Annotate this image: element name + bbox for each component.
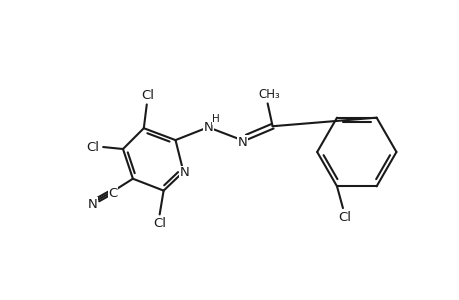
Text: CH₃: CH₃ — [258, 88, 280, 101]
Text: Cl: Cl — [141, 89, 154, 102]
Text: N: N — [87, 198, 97, 211]
Text: Cl: Cl — [85, 140, 99, 154]
Text: H: H — [212, 114, 219, 124]
Text: N: N — [179, 166, 189, 179]
Text: C: C — [108, 187, 118, 200]
Text: Cl: Cl — [338, 211, 351, 224]
Text: N: N — [203, 121, 213, 134]
Text: N: N — [237, 136, 247, 148]
Text: Cl: Cl — [153, 217, 166, 230]
